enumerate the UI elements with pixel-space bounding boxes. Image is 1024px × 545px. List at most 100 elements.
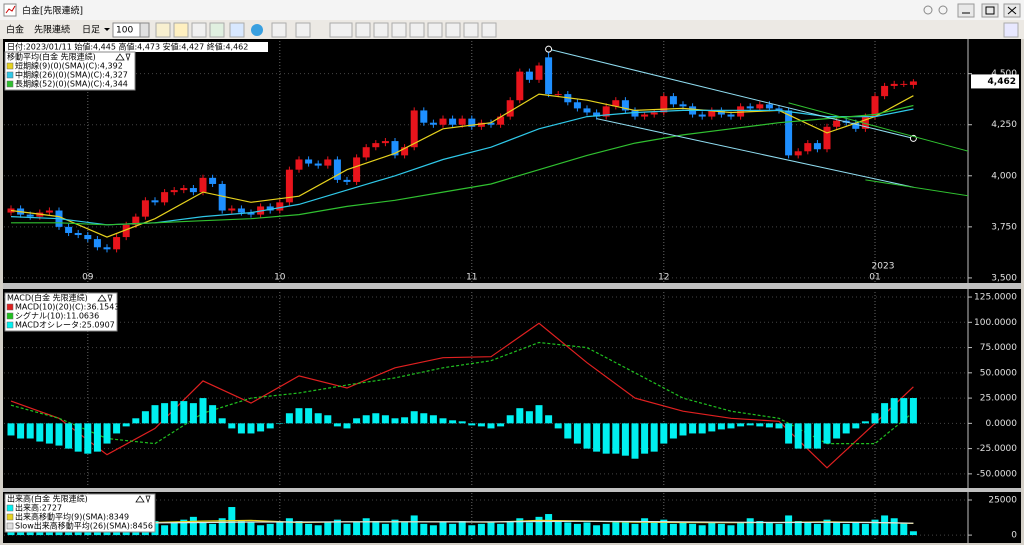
- trend-line: [788, 102, 968, 152]
- bar: [180, 519, 188, 536]
- bar: [199, 398, 207, 424]
- candle-body: [612, 100, 620, 107]
- tool-icon[interactable]: [391, 22, 407, 38]
- bar: [362, 415, 370, 424]
- bar: [266, 523, 274, 536]
- candle-body: [525, 71, 533, 80]
- bar: [861, 421, 869, 424]
- candle-body: [785, 110, 793, 156]
- candle-body: [420, 110, 428, 123]
- close-glyph: [1007, 6, 1017, 15]
- bar: [209, 405, 217, 424]
- bar: [391, 418, 399, 424]
- bar: [247, 423, 255, 434]
- tool-icon[interactable]: [481, 22, 497, 38]
- menu-item[interactable]: 日足: [82, 25, 100, 36]
- menu-item[interactable]: 先限連続: [34, 24, 70, 36]
- bar: [324, 415, 332, 424]
- link-icon[interactable]: [938, 5, 948, 15]
- bar: [362, 518, 370, 536]
- tool-icon[interactable]: [229, 22, 245, 38]
- legend-toggle: [97, 294, 113, 303]
- bar: [650, 423, 658, 452]
- bar: [871, 519, 879, 536]
- bar: [785, 423, 793, 444]
- candle-body: [717, 110, 725, 115]
- legend-toggle: [115, 53, 131, 62]
- candle-body: [698, 114, 706, 117]
- bar: [458, 521, 466, 536]
- toolbar-icons[interactable]: [155, 22, 1019, 38]
- bar: [612, 423, 620, 454]
- legend-swatch: [6, 522, 14, 530]
- candle-body: [381, 141, 389, 144]
- candle-body: [881, 85, 889, 97]
- legend-box: [4, 493, 156, 533]
- candle-body: [93, 239, 101, 248]
- tool-icon[interactable]: [409, 22, 425, 38]
- tool-icon[interactable]: [271, 22, 287, 38]
- y-tick-label: 4,500: [991, 69, 1017, 79]
- tool-icon[interactable]: [445, 22, 461, 38]
- y-tick-label: 3,500: [991, 273, 1017, 283]
- tool-icon[interactable]: [329, 22, 353, 38]
- legend-swatch: [6, 321, 14, 329]
- bar: [881, 515, 889, 536]
- candle-body: [794, 151, 802, 156]
- series-line: [10, 341, 914, 445]
- bar: [26, 423, 34, 439]
- plot: [4, 41, 968, 282]
- tool-icon[interactable]: [373, 22, 389, 38]
- tool-icon[interactable]: [1003, 22, 1019, 38]
- x-tick-label: 11: [466, 273, 477, 283]
- bar: [689, 423, 697, 434]
- candle-body: [362, 147, 370, 158]
- bar: [420, 523, 428, 536]
- candle-body: [122, 224, 130, 238]
- candle-body: [161, 192, 169, 203]
- candle-body: [132, 216, 140, 225]
- tool-icon[interactable]: [173, 22, 189, 38]
- bar: [410, 515, 418, 536]
- bar: [74, 423, 82, 452]
- tool-icon[interactable]: [191, 22, 207, 38]
- tool-icon[interactable]: [427, 22, 443, 38]
- bar: [343, 423, 351, 429]
- tool-icon[interactable]: [355, 22, 371, 38]
- bar: [746, 518, 754, 536]
- candle-body: [506, 100, 514, 117]
- candle-body: [276, 202, 284, 211]
- tool-icon[interactable]: [155, 22, 171, 38]
- window-buttons[interactable]: [923, 3, 1021, 18]
- candle-body: [266, 206, 274, 211]
- bar: [554, 423, 562, 429]
- count-value[interactable]: 100: [116, 26, 133, 36]
- bar: [573, 423, 581, 444]
- bar: [381, 523, 389, 536]
- bar: [708, 423, 716, 432]
- spinner[interactable]: [139, 22, 150, 38]
- candle-body: [285, 169, 293, 203]
- y-tick-label: 100.0000: [974, 318, 1017, 328]
- tool-icon[interactable]: [251, 24, 263, 36]
- bar: [468, 423, 476, 426]
- tool-icon[interactable]: [209, 22, 225, 38]
- legend-swatch: [6, 80, 14, 88]
- bar: [314, 525, 322, 536]
- candle-body: [333, 159, 341, 180]
- menu-item[interactable]: 白金: [6, 24, 24, 36]
- maximize-button[interactable]: [981, 3, 999, 18]
- trend-line: [865, 179, 968, 197]
- bar: [439, 522, 447, 536]
- bar: [285, 518, 293, 536]
- bar: [554, 521, 562, 536]
- tool-icon[interactable]: [295, 22, 311, 38]
- minimize-button[interactable]: [957, 3, 975, 18]
- candle-body: [410, 110, 418, 148]
- pin-icon[interactable]: [923, 5, 933, 15]
- candle-body: [401, 147, 409, 156]
- dropdown-arrow[interactable]: [104, 28, 110, 31]
- tool-icon[interactable]: [463, 22, 479, 38]
- candle-body: [833, 120, 841, 127]
- bar: [228, 423, 236, 429]
